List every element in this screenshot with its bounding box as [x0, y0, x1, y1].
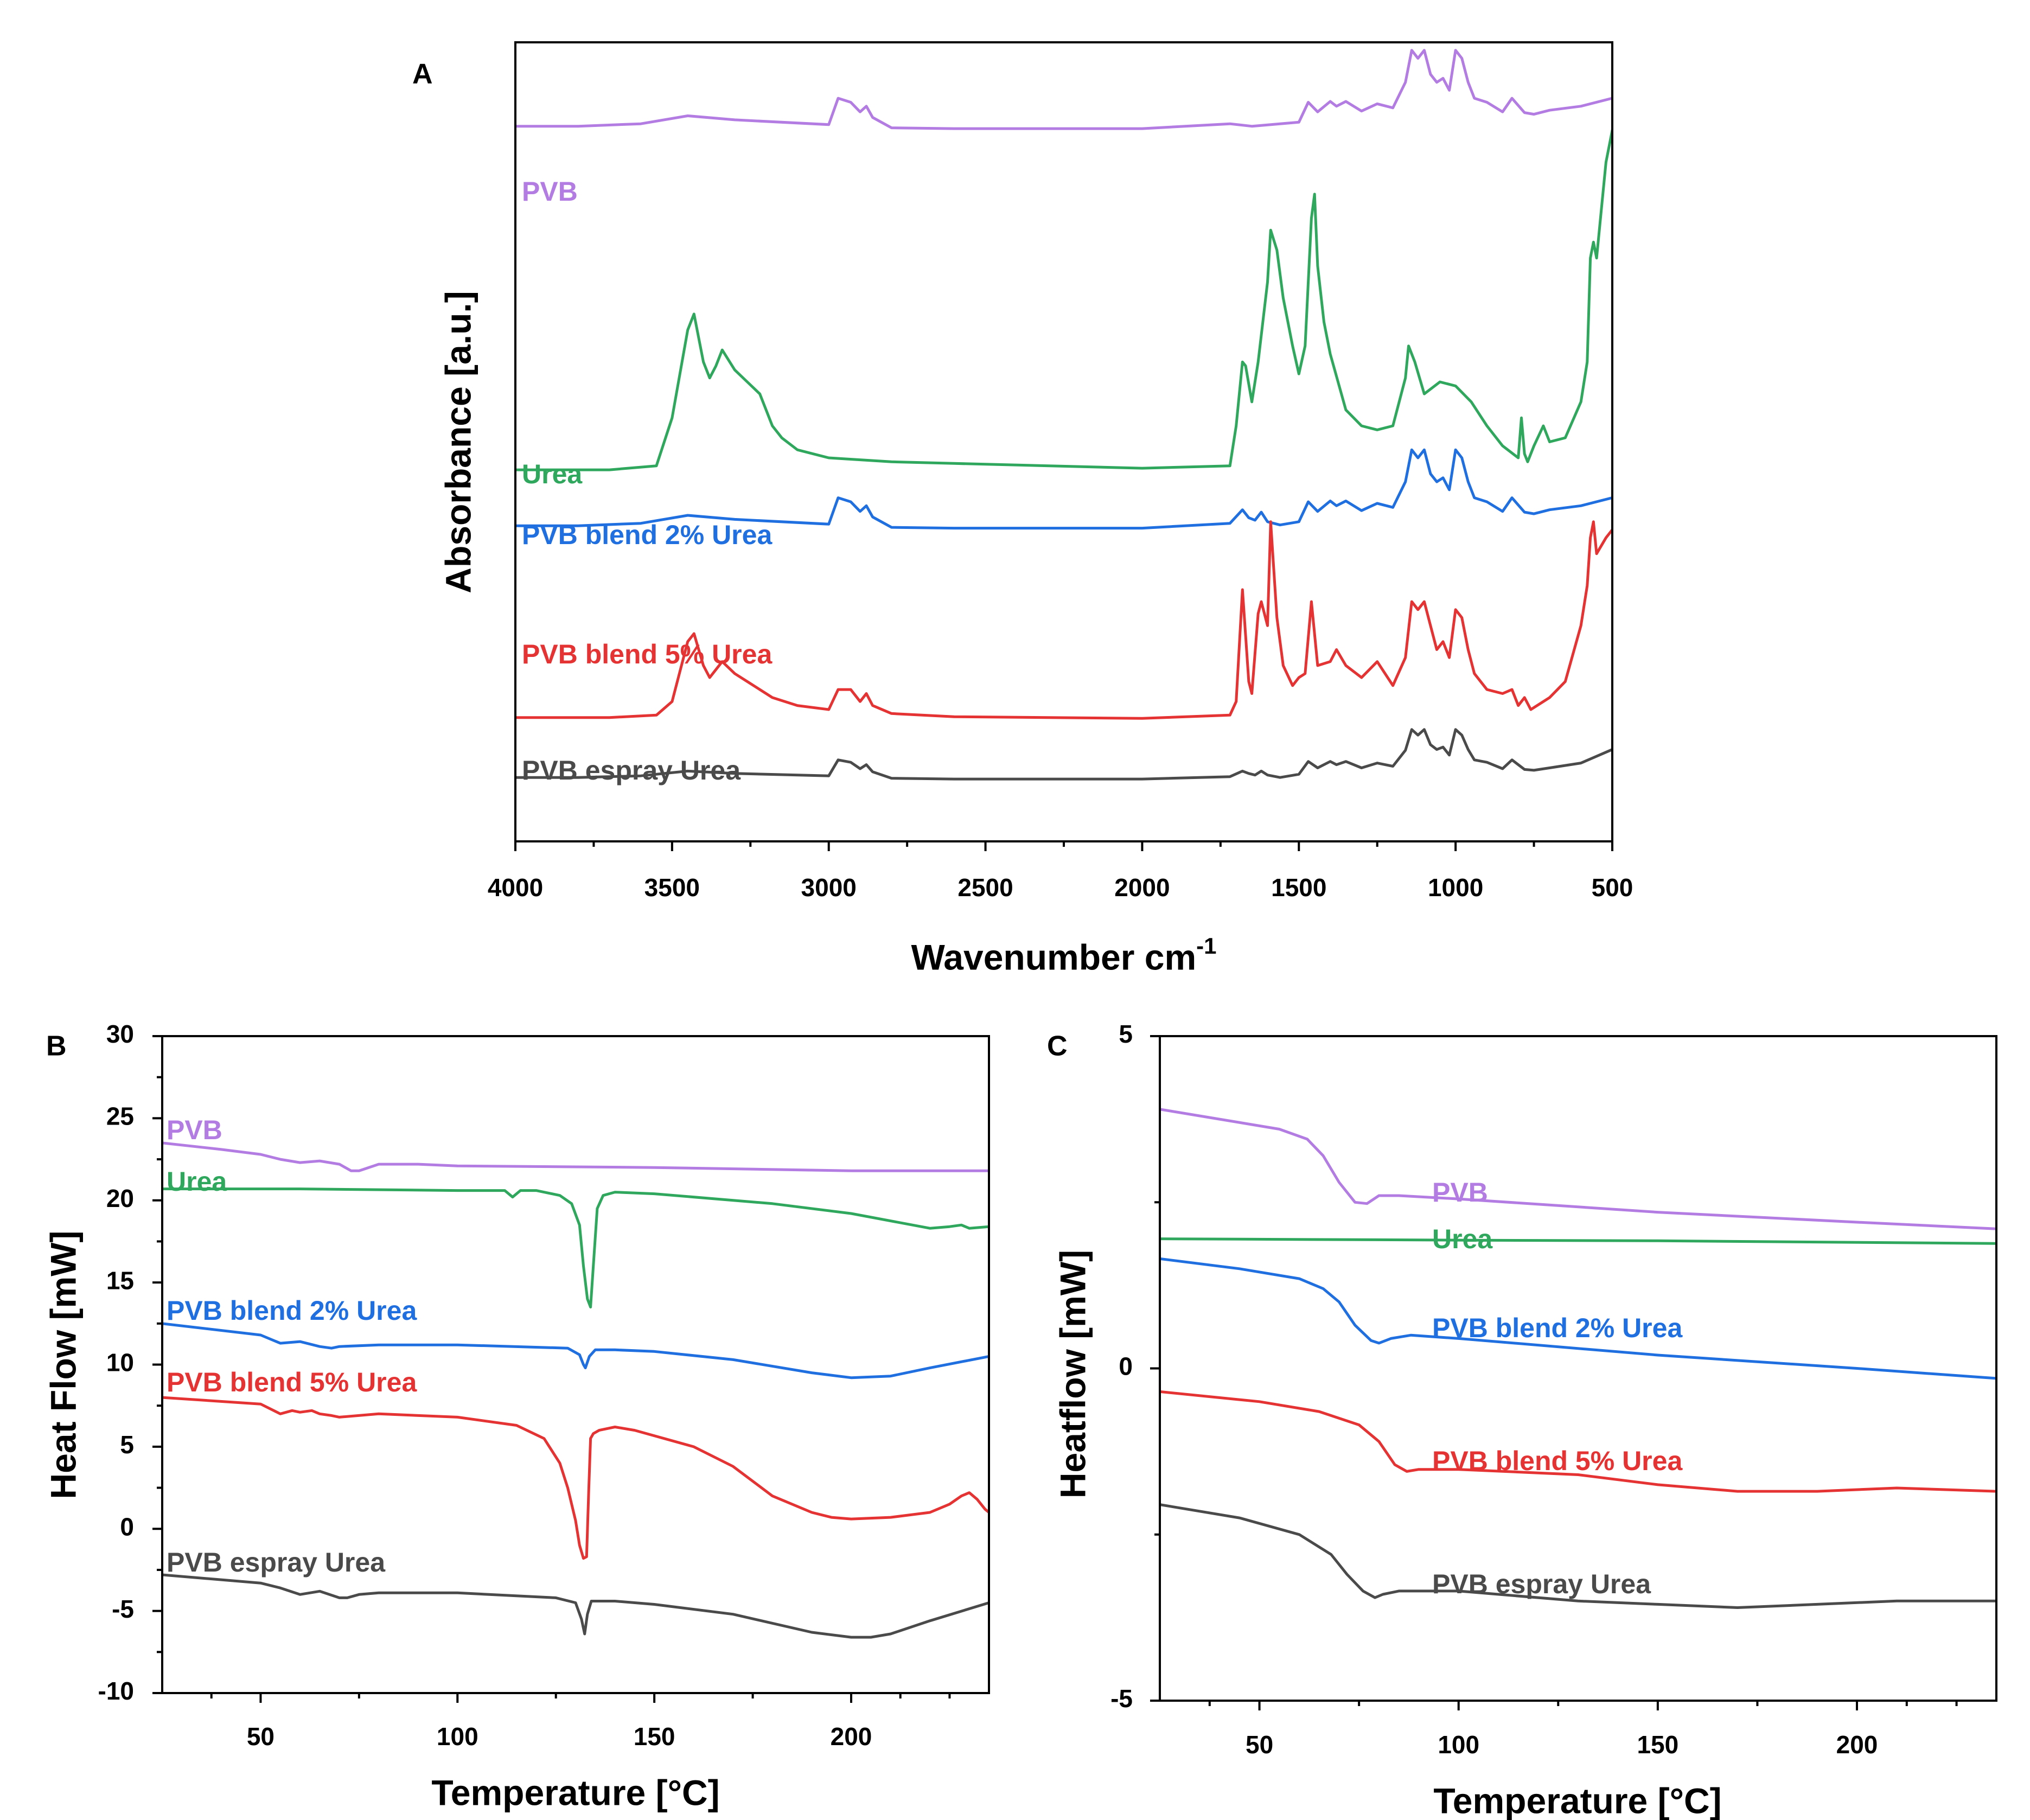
series-label-pvb-blend-2-urea: PVB blend 2% Urea [167, 1295, 417, 1326]
y-tick-label: 5 [1119, 1020, 1133, 1048]
x-tick-label: 50 [1246, 1730, 1273, 1759]
series-label-pvb: PVB [1432, 1177, 1488, 1208]
series-label-pvb-blend-5-urea: PVB blend 5% Urea [1432, 1446, 1683, 1476]
y-tick-label: 15 [106, 1266, 134, 1294]
y-tick-label: 5 [120, 1431, 134, 1459]
panel-c: C 50 100 150 200 -5 0 5 Temperature [°C] Heatflow… [1047, 1020, 1997, 1820]
y-tick-label: 0 [1119, 1352, 1133, 1381]
x-tick-label: 200 [831, 1722, 872, 1751]
series-line-pvb [515, 49, 1612, 130]
series-label-pvb-espray-urea: PVB espray Urea [1432, 1569, 1651, 1599]
plot-frame [514, 41, 1613, 842]
series-label-pvb-espray-urea: PVB espray Urea [167, 1547, 386, 1578]
x-tick-label: 2500 [957, 873, 1013, 902]
y-axis-title: Absorbance [a.u.] [438, 291, 478, 593]
series-line-pvb-espray-urea [515, 728, 1612, 781]
series-line-pvb [162, 1141, 989, 1172]
series-line-pvb-blend-5-urea [162, 1396, 989, 1560]
x-tick-label: 50 [247, 1722, 275, 1751]
series-line-urea [162, 1187, 989, 1308]
series-label-pvb: PVB [167, 1115, 222, 1145]
y-tick-label: -5 [1110, 1684, 1133, 1713]
x-tick-label: 100 [437, 1722, 478, 1751]
series-label-urea: Urea [522, 459, 583, 489]
y-tick-label: 30 [106, 1020, 134, 1048]
x-tick-label: 500 [1592, 873, 1633, 902]
y-tick-label: -5 [112, 1595, 134, 1623]
series-line-pvb-blend-2-urea [1160, 1257, 1996, 1380]
series-line-urea [1160, 1237, 1996, 1245]
y-tick-label: 0 [120, 1512, 134, 1541]
y-axis-title: Heat Flow [mW] [43, 1231, 83, 1499]
panel-letter: C [1047, 1031, 1068, 1062]
x-tick-label: 2000 [1114, 873, 1170, 902]
panel-letter: A [412, 59, 433, 90]
x-tick-label: 100 [1438, 1730, 1479, 1759]
series-label-pvb-blend-2-urea: PVB blend 2% Urea [522, 520, 773, 550]
y-tick-label: -10 [98, 1677, 134, 1705]
x-axis-title: Wavenumber cm-1 [911, 933, 1216, 978]
series-label-pvb-blend-5-urea: PVB blend 5% Urea [167, 1367, 417, 1397]
series-line-pvb-espray-urea [1160, 1503, 1996, 1609]
x-tick-label: 1000 [1428, 873, 1483, 902]
y-tick-label: 10 [106, 1349, 134, 1377]
series-line-pvb [1160, 1108, 1996, 1230]
series-line-pvb-blend-2-urea [162, 1322, 989, 1380]
x-tick-label: 1500 [1271, 873, 1326, 902]
series-line-urea [515, 129, 1612, 471]
plot-frame [161, 1035, 990, 1694]
x-tick-label: 150 [1637, 1730, 1678, 1759]
series-line-pvb-espray-urea [162, 1573, 989, 1639]
series-label-pvb: PVB [522, 176, 578, 207]
x-tick-label: 3000 [801, 873, 857, 902]
x-tick-label: 150 [634, 1722, 675, 1751]
series-label-pvb-blend-5-urea: PVB blend 5% Urea [522, 639, 773, 669]
panel-b: B 50 100 150 200 -10 -5 0 5 10 15 20 25 30 Temperature… [43, 1020, 990, 1812]
series-line-pvb-blend-5-urea [515, 520, 1612, 720]
x-tick-label: 3500 [644, 873, 700, 902]
y-tick-label: 20 [106, 1184, 134, 1212]
x-tick-label: 4000 [488, 873, 543, 902]
x-axis-title: Temperature [°C] [1433, 1780, 1721, 1820]
series-line-pvb-blend-2-urea [515, 448, 1612, 530]
panel-letter: B [46, 1031, 67, 1062]
series-label-urea: Urea [167, 1166, 227, 1197]
x-axis-title: Temperature [°C] [431, 1772, 719, 1812]
series-label-urea: Urea [1432, 1224, 1493, 1254]
y-axis-title: Heatflow [mW] [1052, 1250, 1093, 1498]
x-axis-title-superscript: -1 [1196, 933, 1216, 959]
panel-a: A 4000 3500 3000 2500 2000 1500 1000 500 Wavenumb… [412, 41, 1633, 978]
series-line-pvb-blend-5-urea [1160, 1390, 1996, 1493]
y-tick-label: 25 [106, 1102, 134, 1131]
x-tick-label: 200 [1836, 1730, 1878, 1759]
series-label-pvb-blend-2-urea: PVB blend 2% Urea [1432, 1313, 1683, 1343]
series-label-pvb-espray-urea: PVB espray Urea [522, 755, 741, 786]
